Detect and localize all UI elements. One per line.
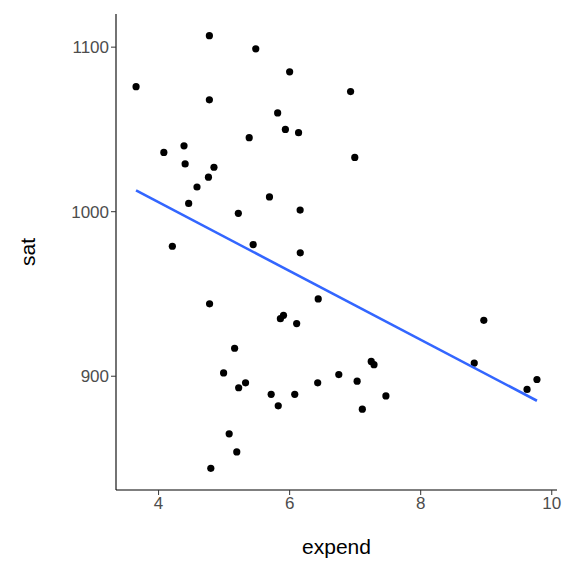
svg-text:expend: expend	[302, 535, 371, 558]
svg-text:10: 10	[542, 494, 561, 513]
svg-text:sat: sat	[16, 238, 39, 266]
svg-text:900: 900	[81, 367, 109, 386]
svg-text:1100: 1100	[72, 38, 109, 57]
svg-text:6: 6	[285, 494, 294, 513]
svg-text:8: 8	[416, 494, 425, 513]
svg-text:4: 4	[154, 494, 163, 513]
svg-text:1000: 1000	[71, 203, 109, 222]
